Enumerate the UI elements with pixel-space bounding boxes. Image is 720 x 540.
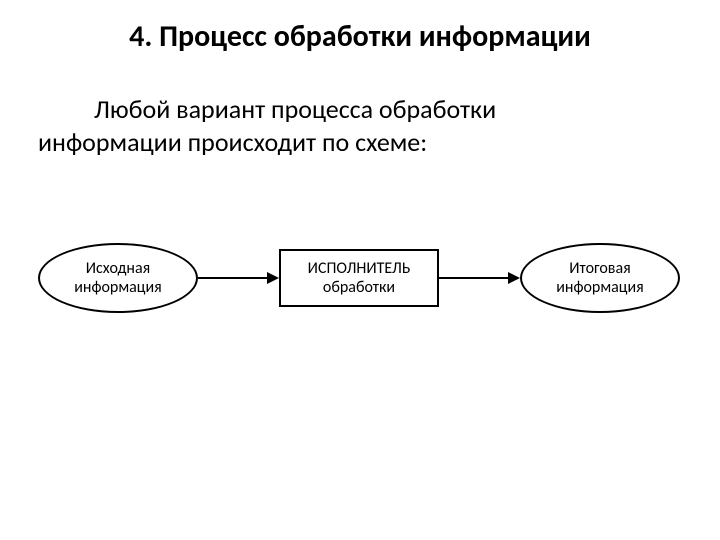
node-result-label-2: информация	[556, 278, 643, 297]
node-source-label-2: информация	[74, 278, 161, 297]
node-executor-label-2: обработки	[308, 278, 411, 297]
subtitle-line2: информации происходит по схеме:	[38, 126, 682, 159]
arrow-head-icon	[508, 272, 520, 284]
node-executor: ИСПОЛНИТЕЛЬ обработки	[279, 249, 439, 307]
subtitle-block: Любой вариант процесса обработки информа…	[38, 93, 682, 158]
node-source-label-1: Исходная	[74, 259, 161, 278]
node-result: Итоговая информация	[520, 243, 680, 313]
arrow-line-icon	[198, 277, 269, 279]
arrow-line-icon	[439, 277, 510, 279]
flow-diagram: Исходная информация ИСПОЛНИТЕЛЬ обработк…	[0, 243, 720, 333]
arrow-head-icon	[267, 272, 279, 284]
node-source: Исходная информация	[38, 243, 198, 313]
subtitle-line1: Любой вариант процесса обработки	[38, 93, 682, 126]
page-title: 4. Процесс обработки информации	[0, 18, 720, 55]
node-executor-label-1: ИСПОЛНИТЕЛЬ	[308, 259, 411, 278]
node-result-label-1: Итоговая	[556, 259, 643, 278]
